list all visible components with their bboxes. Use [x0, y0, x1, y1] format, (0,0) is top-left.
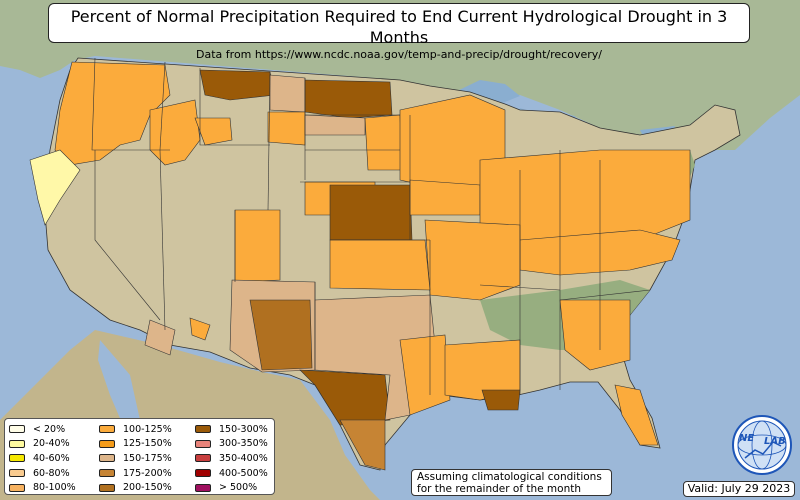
legend-item: 150-175%: [99, 451, 172, 466]
legend-item: < 20%: [9, 422, 76, 437]
legend: < 20% 20-40% 40-60% 60-80% 80-100% 100-1…: [4, 418, 275, 495]
gulf-of-california: [98, 340, 175, 470]
northern-california-drought: [29, 149, 81, 226]
legend-label: < 20%: [33, 423, 66, 435]
legend-label: 40-60%: [33, 452, 70, 464]
legend-swatch: [9, 469, 25, 478]
legend-item: 20-40%: [9, 437, 76, 452]
iowa-drought: [409, 179, 481, 216]
legend-item: 150-300%: [195, 422, 268, 437]
map-subtitle: Data from https://www.ncdc.noaa.gov/temp…: [196, 48, 602, 61]
colorado-drought: [234, 209, 281, 283]
legend-column-1: < 20% 20-40% 40-60% 60-80% 80-100%: [9, 422, 76, 495]
note-line-1: Assuming climatological conditions: [417, 471, 602, 483]
legend-item: 175-200%: [99, 466, 172, 481]
legend-swatch: [99, 454, 115, 463]
assumption-note: Assuming climatological conditions for t…: [411, 469, 612, 496]
arizona-drought: [144, 319, 176, 356]
legend-label: 150-175%: [123, 452, 172, 464]
florida-drought: [614, 384, 659, 446]
legend-swatch: [9, 483, 25, 492]
map-title: Percent of Normal Precipitation Required…: [70, 7, 728, 47]
east-montana-drought: [269, 74, 306, 113]
arizona-small-drought: [189, 317, 211, 341]
south-texas-drought: [339, 419, 386, 471]
legend-item: > 500%: [195, 480, 268, 495]
sw-montana-drought: [194, 117, 233, 146]
legend-label: 350-400%: [219, 452, 268, 464]
logo-text-1: NE: [739, 433, 755, 444]
legend-swatch: [195, 439, 211, 448]
legend-swatch: [99, 425, 115, 434]
legend-item: 80-100%: [9, 480, 76, 495]
globe-icon: [732, 415, 792, 475]
legend-item: 40-60%: [9, 451, 76, 466]
legend-label: 60-80%: [33, 467, 70, 479]
logo-text-2: LAB: [764, 436, 786, 447]
legend-label: 175-200%: [123, 467, 172, 479]
legend-item: 350-400%: [195, 451, 268, 466]
wyoming-drought: [267, 111, 306, 146]
southern-new-mexico-drought: [249, 299, 313, 371]
valid-date: Valid: July 29 2023: [683, 481, 795, 497]
legend-label: 300-350%: [219, 438, 268, 450]
legend-swatch: [195, 454, 211, 463]
nelab-logo: NE LAB: [731, 414, 793, 476]
legend-label: 80-100%: [33, 482, 76, 494]
legend-item: 300-350%: [195, 437, 268, 452]
title-box: Percent of Normal Precipitation Required…: [48, 3, 750, 61]
missouri-drought: [424, 219, 521, 301]
legend-swatch: [99, 439, 115, 448]
kansas-drought-severe: [329, 184, 413, 241]
legend-swatch: [195, 469, 211, 478]
legend-item: 125-150%: [99, 437, 172, 452]
legend-label: > 500%: [219, 482, 258, 494]
legend-label: 400-500%: [219, 467, 268, 479]
montana-drought-severe: [199, 69, 276, 101]
minnesota-west-drought: [364, 114, 403, 171]
legend-item: 100-125%: [99, 422, 172, 437]
legend-label: 200-150%: [123, 482, 172, 494]
legend-swatch: [9, 439, 25, 448]
legend-swatch: [99, 469, 115, 478]
legend-item: 200-150%: [99, 480, 172, 495]
legend-label: 100-125%: [123, 423, 172, 435]
legend-label: 150-300%: [219, 423, 268, 435]
legend-swatch: [9, 425, 25, 434]
legend-column-3: 150-300% 300-350% 350-400% 400-500% > 50…: [195, 422, 268, 495]
legend-swatch: [195, 483, 211, 492]
legend-swatch: [195, 425, 211, 434]
legend-swatch: [99, 483, 115, 492]
north-dakota-drought: [304, 79, 393, 119]
south-dakota-drought: [304, 114, 366, 136]
state-boundaries: [91, 57, 651, 395]
legend-item: 400-500%: [195, 466, 268, 481]
pacific-northwest-drought: [54, 61, 171, 166]
legend-column-2: 100-125% 125-150% 150-175% 175-200% 200-…: [99, 422, 172, 495]
oklahoma-drought: [329, 239, 431, 291]
legend-label: 125-150%: [123, 438, 172, 450]
legend-item: 60-80%: [9, 466, 76, 481]
legend-swatch: [9, 454, 25, 463]
legend-label: 20-40%: [33, 438, 70, 450]
note-line-2: for the remainder of the month: [417, 483, 582, 495]
louisiana-coast-drought: [481, 389, 521, 411]
georgia-drought: [559, 299, 631, 371]
